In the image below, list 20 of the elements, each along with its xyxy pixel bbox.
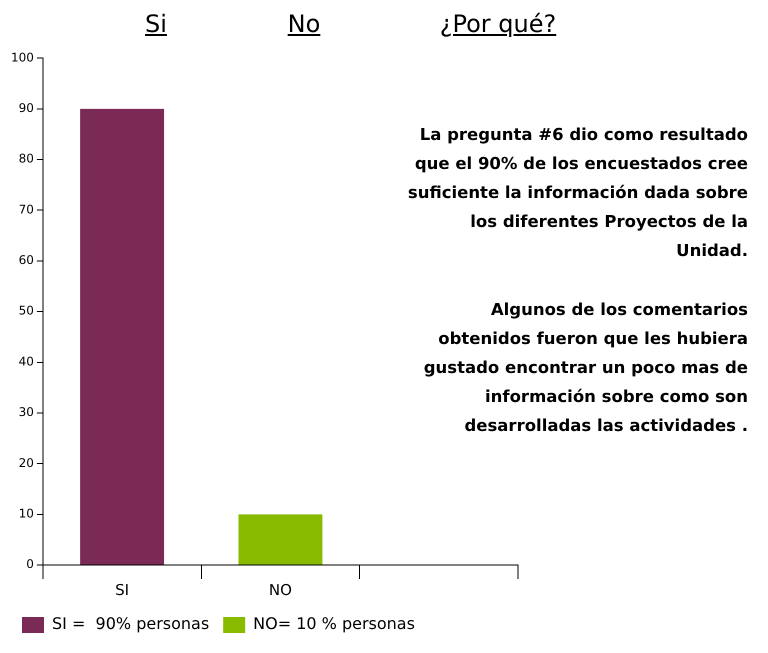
text: ¿Por qué? <box>440 10 556 38</box>
y-tick-label: 100 <box>11 50 34 64</box>
legend-label: SI = 90% personas <box>52 614 210 634</box>
annotation: Algunos de los comentarios obtenidos fueron que les hubiera gustado encontrar un poco mas de información sobre como son desarrolladas las actividades . <box>422 299 748 437</box>
y-tick-label: 10 <box>18 506 34 520</box>
y-tick-label: 50 <box>18 304 34 318</box>
x-tick-label: NO <box>268 580 292 599</box>
y-tick-label: 20 <box>18 456 34 470</box>
y-tick-label: 60 <box>18 253 34 268</box>
x-tick-label: SI <box>115 580 130 599</box>
y-tick-label: 80 <box>18 152 34 166</box>
annotation: La pregunta #6 dio como resultado que el 90% de los encuestados cree suficiente la información dada sobre los diferentes Proyectos de la Unidad. <box>406 124 748 262</box>
text: Si <box>145 10 167 38</box>
legend-label: NO= 10 % personas <box>253 614 415 634</box>
text: No <box>288 10 320 38</box>
y-tick-label: 30 <box>18 405 34 420</box>
y-tick-label: 90 <box>18 101 34 116</box>
y-tick-label: 70 <box>18 202 34 216</box>
y-tick-label: 0 <box>26 557 34 572</box>
y-tick-label: 40 <box>18 354 34 368</box>
